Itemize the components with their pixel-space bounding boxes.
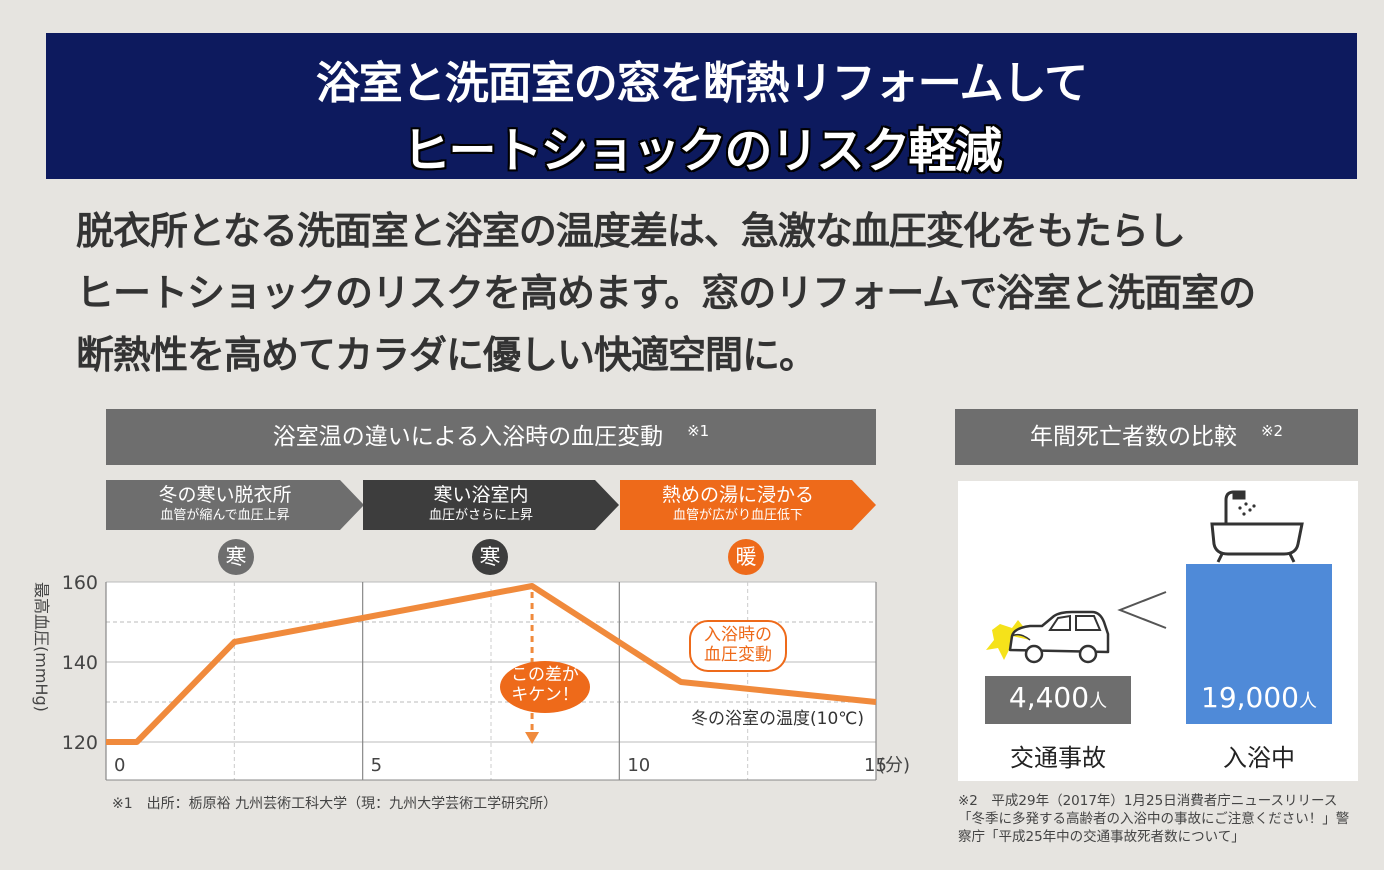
phase-sub: 血管が縮んで血圧上昇 — [160, 508, 290, 523]
traffic-deaths-count: 4,400人 — [985, 681, 1131, 714]
bath-deaths-count: 19,000人 — [1186, 681, 1332, 714]
x-unit-label: (分) — [878, 755, 910, 776]
phase-label: 冬の寒い脱衣所 — [158, 484, 292, 506]
chart-header-mark: ※1 — [687, 422, 710, 440]
gap-arrow-head — [525, 732, 540, 744]
bath-caption: 入浴中 — [1223, 744, 1295, 772]
shower-drops-icon — [1238, 502, 1256, 516]
gap-annotation: この差がキケン！ — [511, 665, 579, 705]
phase-arrow-1 — [106, 480, 364, 530]
chart-header-title: 浴室温の違いによる入浴時の血圧変動 — [272, 424, 664, 450]
intro-line: ヒートショックのリスクを高めます。窓のリフォームで浴室と洗面室の — [76, 271, 1256, 315]
series-label: 冬の浴室の温度(10℃) — [691, 709, 864, 729]
warm-badge: 暖 — [728, 539, 764, 575]
traffic-deaths-bar — [985, 676, 1131, 724]
car-icon — [986, 610, 1110, 664]
x-tick-label: 15 — [864, 755, 887, 776]
phase-1: 冬の寒い脱衣所 血管が縮んで血圧上昇 — [106, 480, 344, 530]
phase-arrow-2 — [363, 480, 619, 530]
phase-2: 寒い浴室内 血圧がさらに上昇 — [363, 480, 599, 530]
phase-label: 熱めの湯に浸かる — [661, 484, 814, 506]
gap-annotation-bubble — [500, 661, 590, 713]
comparison-header: 年間死亡者数の比較 ※2 — [955, 409, 1358, 465]
y-tick-label: 120 — [62, 732, 98, 754]
traffic-deaths-unit: 人 — [1089, 691, 1108, 712]
bath-deaths-unit: 人 — [1298, 691, 1317, 712]
bath-deaths-bar — [1186, 564, 1332, 724]
less-than-symbol — [1117, 591, 1167, 629]
phase-arrow-3 — [620, 480, 876, 530]
phase-sub: 血圧がさらに上昇 — [428, 508, 533, 523]
chart-header: 浴室温の違いによる入浴時の血圧変動 ※1 — [106, 409, 876, 465]
x-tick-label: 10 — [627, 755, 650, 776]
x-tick-label: 0 — [114, 755, 125, 776]
phase-sub: 血管が広がり血圧低下 — [672, 508, 803, 523]
phase-label: 寒い浴室内 — [433, 484, 529, 506]
y-axis-label: 最高血圧(mmHg) — [32, 582, 51, 712]
source-note-1: ※1 出所：栃原裕 九州芸術工科大学（現：九州大学芸術工学研究所） — [112, 796, 558, 812]
traffic-caption: 交通事故 — [1010, 744, 1106, 772]
intro-text: 脱衣所となる洗面室と浴室の温度差は、急激な血圧変化をもたらし ヒートショックのリ… — [76, 200, 1346, 386]
source-note-2: ※2 平成29年（2017年）1月25日消費者庁ニュースリリース「冬季に多発する… — [958, 793, 1350, 845]
tick-labels: 160 140 120 0 5 10 15(分) — [62, 572, 910, 776]
bathtub-icon — [1210, 490, 1304, 563]
cold-badge-2: 寒 — [472, 539, 508, 575]
title-line-1: 浴室と洗面室の窓を断熱リフォームして — [315, 58, 1088, 109]
intro-line: 断熱性を高めてカラダに優しい快適空間に。 — [76, 333, 817, 377]
bath-annotation-box — [689, 620, 787, 672]
bath-deaths-value: 19,000 — [1201, 681, 1299, 714]
cold-badge-1: 寒 — [218, 539, 254, 575]
comparison-header-title: 年間死亡者数の比較 — [1029, 424, 1237, 450]
y-tick-label: 140 — [62, 652, 98, 674]
traffic-deaths-value: 4,400 — [1008, 681, 1090, 714]
bath-annotation: 入浴時の血圧変動 — [704, 625, 772, 665]
comparison-header-mark: ※2 — [1260, 422, 1284, 440]
x-tick-label: 5 — [371, 755, 382, 776]
intro-line: 脱衣所となる洗面室と浴室の温度差は、急激な血圧変化をもたらし — [76, 209, 1186, 253]
phase-3: 熱めの湯に浸かる 血管が広がり血圧低下 — [620, 480, 856, 530]
y-tick-label: 160 — [62, 572, 98, 594]
title-line-2: ヒートショックのリスク軽減 — [402, 123, 1002, 179]
title-banner: 浴室と洗面室の窓を断熱リフォームして ヒートショックのリスク軽減 — [46, 33, 1357, 179]
